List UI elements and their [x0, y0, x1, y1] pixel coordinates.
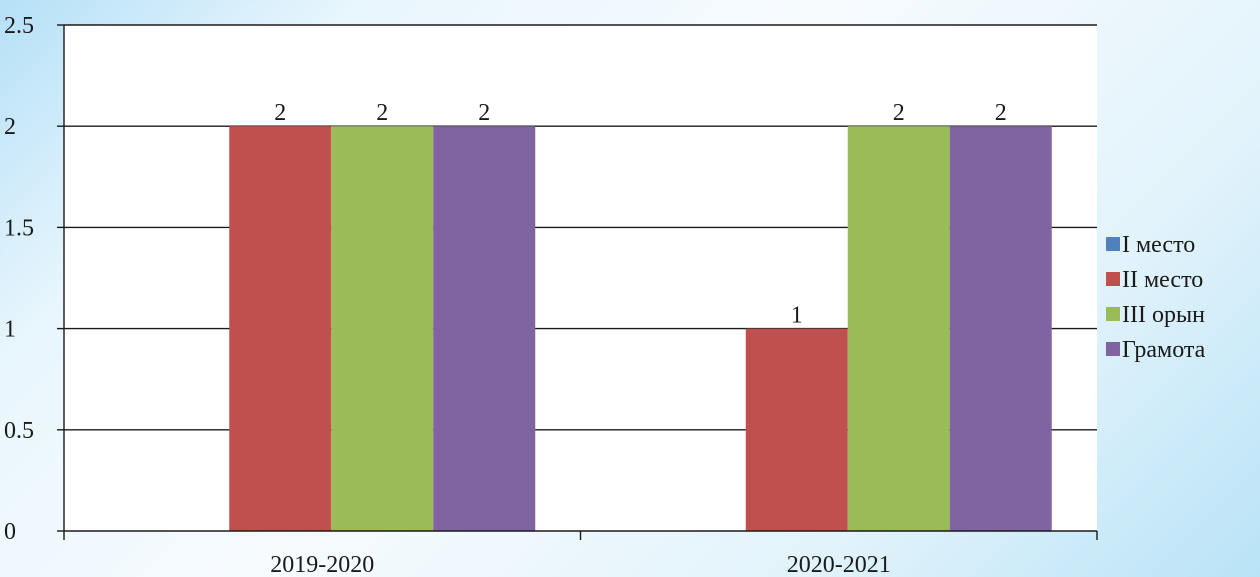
x-axis-tick-labels: 2019-2020 2020-2021	[270, 552, 891, 577]
bars	[229, 126, 1052, 531]
data-label: 2	[274, 100, 286, 126]
x-tick-label: 2020-2021	[787, 552, 891, 577]
data-labels: 2 2 2 1 2 2	[274, 100, 1007, 328]
y-tick-label: 2	[4, 114, 16, 140]
data-label: 2	[893, 100, 905, 126]
y-tick-label: 0.5	[4, 418, 34, 444]
x-tick-label: 2019-2020	[270, 552, 374, 577]
legend-swatch	[1106, 307, 1120, 321]
legend-swatch	[1106, 342, 1120, 356]
axes	[57, 24, 1098, 540]
y-tick-label: 2.5	[4, 13, 34, 39]
data-label: 1	[791, 303, 803, 329]
bar	[745, 328, 848, 531]
data-label: 2	[376, 100, 388, 126]
data-label: 2	[478, 100, 490, 126]
legend-label: III орын	[1122, 302, 1205, 328]
legend-label: I место	[1122, 232, 1195, 258]
y-tick-label: 0	[4, 519, 16, 545]
bar	[433, 126, 536, 531]
legend-swatch	[1106, 272, 1120, 286]
bar	[229, 126, 332, 531]
y-tick-label: 1	[4, 317, 16, 343]
legend-label: II место	[1122, 267, 1203, 293]
legend-label: Грамота	[1122, 337, 1206, 363]
bar	[847, 126, 950, 531]
bar	[331, 126, 434, 531]
bar	[949, 126, 1052, 531]
y-axis-tick-labels: 0 0.5 1 1.5 2 2.5	[4, 13, 34, 545]
data-label: 2	[995, 100, 1007, 126]
y-tick-label: 1.5	[4, 215, 34, 241]
legend-swatch	[1106, 237, 1120, 251]
legend: I место II место III орын Грамота	[1106, 232, 1206, 363]
